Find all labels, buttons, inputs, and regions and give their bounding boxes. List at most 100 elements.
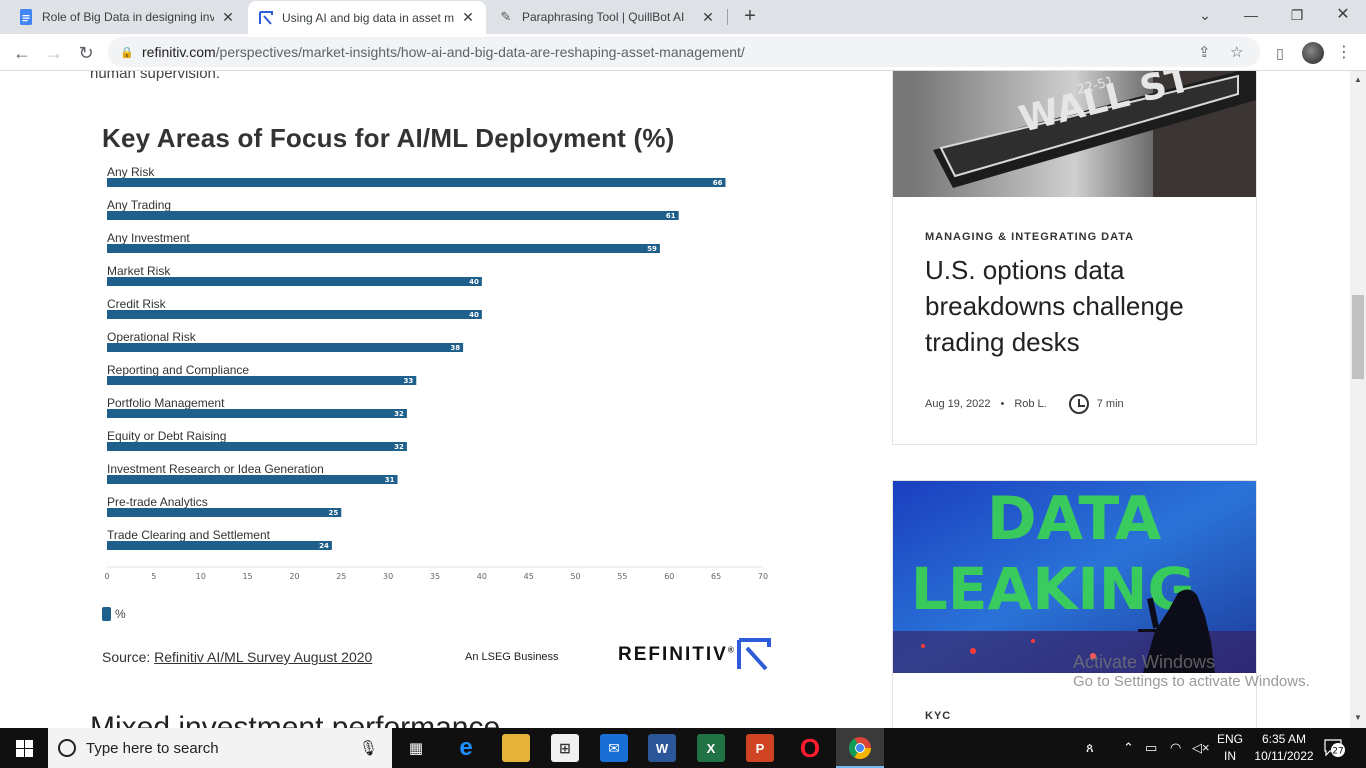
scroll-up-arrow-icon[interactable]: ▲: [1354, 75, 1362, 84]
x-tick-label: 10: [196, 572, 206, 581]
bar: [107, 211, 679, 220]
category-label: Reporting and Compliance: [107, 363, 249, 377]
legend-label: %: [115, 607, 126, 621]
avatar[interactable]: [1302, 42, 1324, 64]
card-image: DATA LEAKING: [893, 481, 1256, 673]
powerpoint-icon[interactable]: P: [746, 734, 774, 762]
address-bar[interactable]: 🔒 refinitiv.com/perspectives/market-insi…: [108, 37, 1260, 67]
windows-taskbar: Type here to search 🎙 ▦ e ⊞ ✉ W X P O ጰ …: [0, 728, 1366, 768]
refinitiv-logo-text: REFINITIV®: [618, 644, 736, 666]
category-label: Operational Risk: [107, 330, 197, 344]
tab-quillbot[interactable]: ✎ Paraphrasing Tool | QuillBot AI ✕: [488, 0, 726, 34]
wifi-icon[interactable]: ◠: [1170, 740, 1182, 755]
quillbot-icon: ✎: [500, 9, 512, 24]
page-scrollbar[interactable]: ▲ ▼: [1350, 71, 1366, 728]
notification-center-icon[interactable]: 27: [1324, 738, 1346, 758]
bar-chart: Any Risk 66 Any Trading 61 Any Investment 59 M…: [104, 165, 768, 581]
data-label: 59: [647, 245, 657, 253]
x-tick-label: 40: [477, 572, 487, 581]
category-label: Credit Risk: [107, 297, 167, 311]
word-icon[interactable]: W: [648, 734, 676, 762]
clock-date: 10/11/2022: [1254, 749, 1314, 763]
article-card[interactable]: DATA LEAKING KYC: [892, 480, 1257, 728]
bar: [107, 442, 407, 451]
task-view-icon[interactable]: ▦: [408, 740, 424, 757]
mail-icon[interactable]: ✉: [600, 734, 628, 762]
chart-source: Source: Refinitiv AI/ML Survey August 20…: [102, 649, 372, 665]
back-button[interactable]: ←: [13, 43, 31, 63]
people-icon[interactable]: ጰ: [1086, 740, 1094, 755]
x-tick-label: 25: [336, 572, 346, 581]
x-tick-label: 15: [242, 572, 252, 581]
card-date: Aug 19, 2022: [925, 398, 991, 410]
lseg-label: An LSEG Business: [465, 651, 559, 663]
x-tick-label: 0: [104, 572, 109, 581]
windows-start-button[interactable]: [0, 728, 48, 768]
menu-kebab-icon[interactable]: ⋮: [1336, 44, 1352, 61]
data-label: 24: [319, 542, 329, 550]
tab-search-chevron-icon[interactable]: ⌄: [1199, 7, 1211, 23]
close-icon[interactable]: ✕: [462, 9, 474, 25]
tab-using-ai-big-data[interactable]: Using AI and big data in asset ma ✕: [248, 1, 486, 34]
bookmark-star-icon[interactable]: ☆: [1230, 44, 1244, 61]
category-label: Any Trading: [107, 198, 171, 212]
category-label: Market Risk: [107, 264, 171, 278]
data-label: 66: [713, 179, 723, 187]
refinitiv-logo-icon: [737, 638, 771, 671]
chart-legend: %: [102, 607, 126, 621]
file-explorer-icon[interactable]: [502, 734, 530, 762]
bar: [107, 178, 726, 187]
data-leaking-image: DATA LEAKING: [893, 481, 1256, 673]
scroll-down-arrow-icon[interactable]: ▼: [1354, 713, 1362, 722]
close-window-button[interactable]: ✕: [1336, 6, 1350, 23]
scrollbar-thumb[interactable]: [1352, 295, 1364, 379]
card-title[interactable]: U.S. options data breakdowns challenge t…: [925, 255, 1184, 357]
side-panel-icon[interactable]: ▯: [1276, 45, 1284, 61]
activate-windows-watermark: Activate Windows Go to Settings to activ…: [1073, 652, 1310, 690]
lang-code: ENG: [1216, 732, 1243, 746]
taskbar-clock[interactable]: 6:35 AM 10/11/2022: [1248, 731, 1320, 765]
data-label: 25: [329, 509, 339, 517]
close-icon[interactable]: ✕: [702, 8, 714, 25]
x-tick-label: 20: [289, 572, 299, 581]
store-icon[interactable]: ⊞: [551, 734, 579, 762]
tab-role-of-big-data[interactable]: Role of Big Data in designing inv ✕: [8, 0, 246, 34]
close-icon[interactable]: ✕: [222, 8, 234, 25]
chrome-icon[interactable]: [846, 734, 874, 762]
bar: [107, 508, 342, 517]
microphone-icon[interactable]: 🎙: [358, 740, 378, 757]
data-label: 40: [469, 278, 479, 286]
meta-separator: •: [1000, 398, 1005, 410]
image-text-data: DATA: [987, 484, 1162, 554]
excel-icon[interactable]: X: [697, 734, 725, 762]
x-tick-label: 55: [617, 572, 627, 581]
article-card[interactable]: WALL ST 22-51 MANAGING & INTEGRATING DAT…: [892, 71, 1257, 445]
card-tag: MANAGING & INTEGRATING DATA: [925, 231, 1135, 243]
language-indicator[interactable]: ENG IN: [1215, 731, 1245, 765]
forward-button[interactable]: →: [45, 43, 63, 63]
edge-icon[interactable]: e: [459, 734, 473, 761]
category-label: Investment Research or Idea Generation: [107, 462, 324, 476]
google-docs-icon: [18, 9, 34, 25]
x-tick-label: 5: [151, 572, 156, 581]
tray-chevron-icon[interactable]: ⌃: [1123, 740, 1134, 755]
brand-name: REFINITIV: [618, 644, 728, 665]
minimize-button[interactable]: —: [1244, 7, 1258, 23]
reload-button[interactable]: ↻: [78, 43, 94, 63]
volume-icon[interactable]: ◁×: [1192, 740, 1210, 755]
tab-title: Role of Big Data in designing inv: [42, 10, 214, 24]
taskbar-search[interactable]: Type here to search 🎙: [48, 728, 392, 768]
browser-toolbar: ← → ↻ 🔒 refinitiv.com/perspectives/marke…: [0, 34, 1366, 71]
source-link[interactable]: Refinitiv AI/ML Survey August 2020: [154, 649, 373, 665]
battery-icon[interactable]: ▭: [1145, 740, 1158, 755]
source-prefix: Source:: [102, 649, 155, 665]
refinitiv-icon: [258, 10, 274, 26]
category-label: Trade Clearing and Settlement: [107, 528, 271, 542]
x-tick-label: 35: [430, 572, 440, 581]
new-tab-button[interactable]: +: [744, 5, 756, 27]
x-tick-label: 45: [524, 572, 534, 581]
url-host: refinitiv.com: [142, 44, 216, 60]
opera-icon[interactable]: O: [799, 732, 821, 763]
restore-button[interactable]: ❐: [1290, 7, 1304, 23]
share-icon[interactable]: ⇪: [1198, 44, 1211, 61]
